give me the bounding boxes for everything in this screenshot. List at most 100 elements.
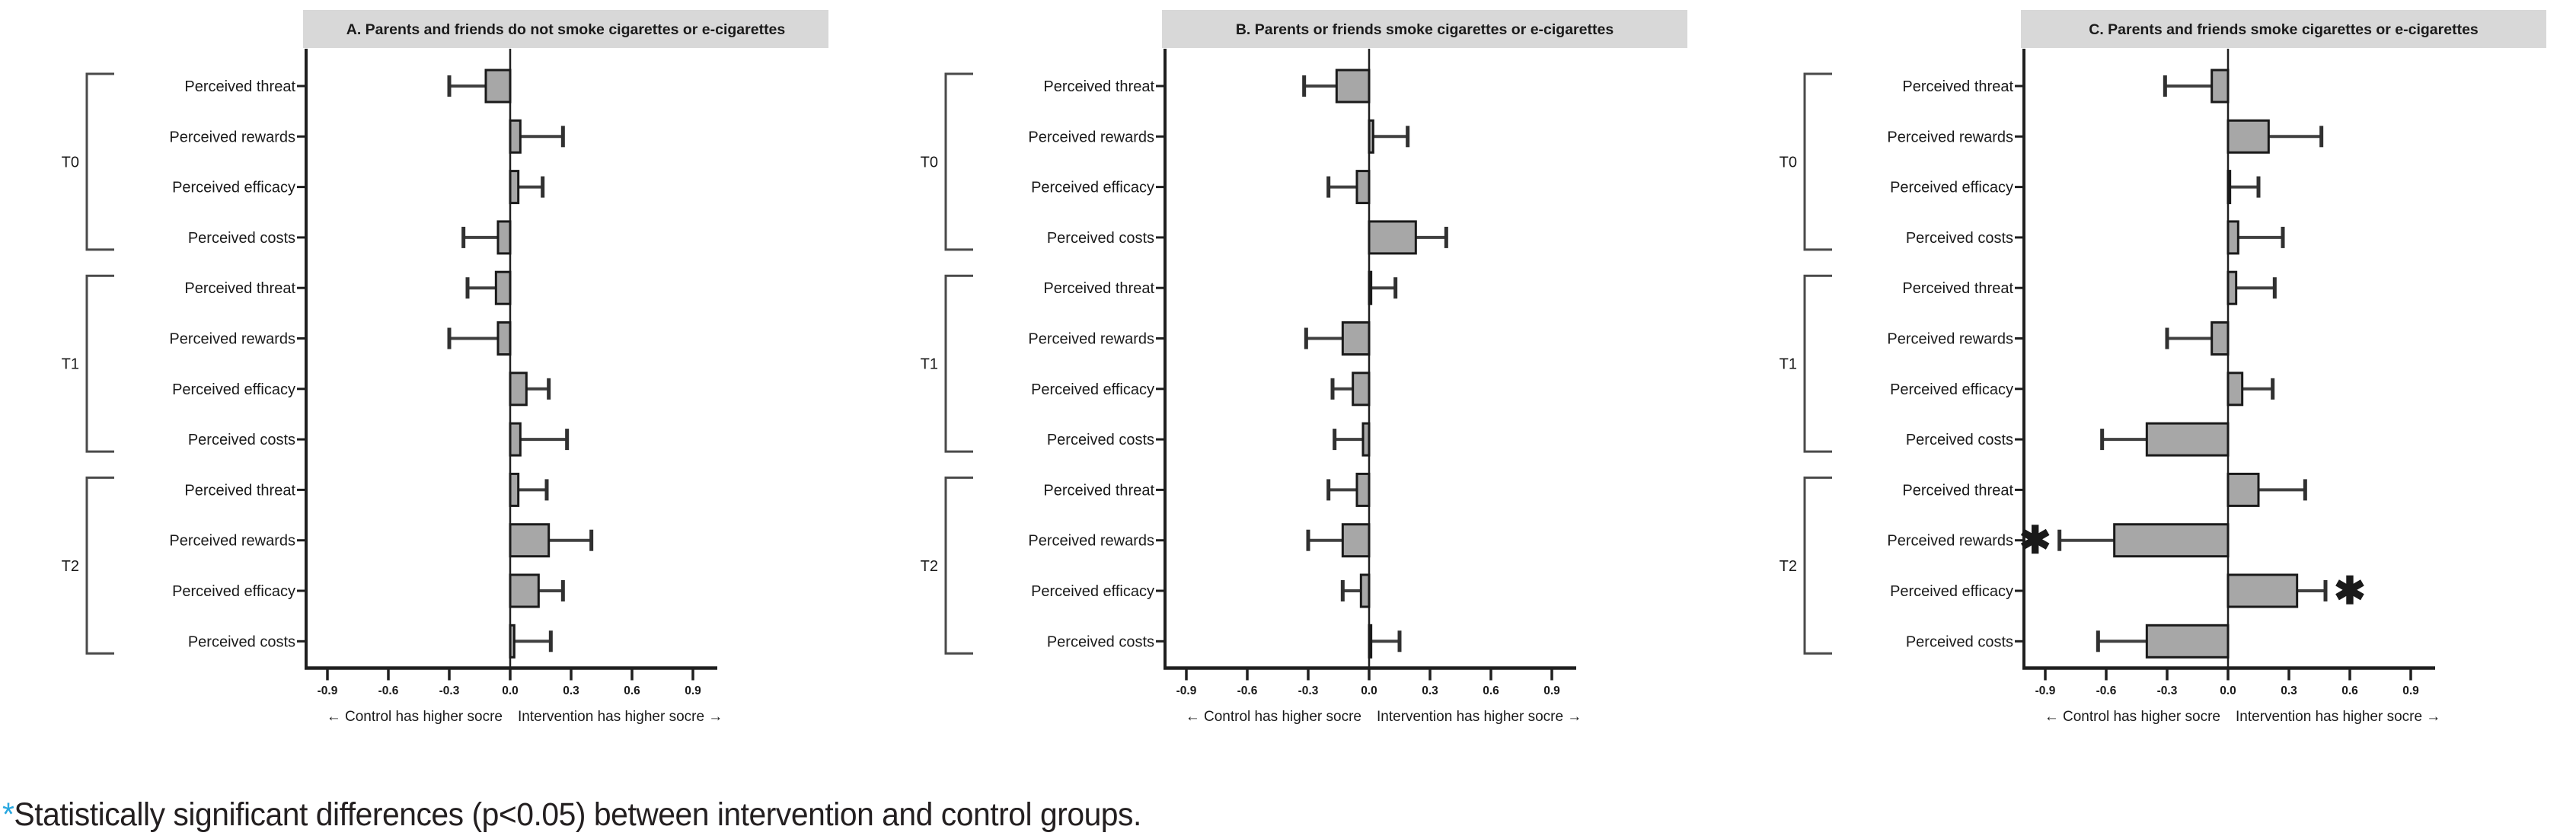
panel-b: B. Parents or friends smoke cigarettes o… <box>859 0 1718 755</box>
category-label: Perceived costs <box>1906 432 2013 448</box>
category-label: Perceived rewards <box>1028 533 1154 550</box>
category-label: Perceived efficacy <box>1890 381 2013 398</box>
group-label: T1 <box>1780 356 1797 373</box>
category-label: Perceived costs <box>1906 633 2013 650</box>
group-bracket <box>85 476 114 655</box>
bar <box>509 119 522 154</box>
category-label: Perceived threat <box>1902 78 2013 95</box>
group-bracket <box>944 476 973 655</box>
panel-chart-svg: C. Parents and friends smoke cigarettes … <box>1780 10 2546 725</box>
bar <box>494 270 512 305</box>
x-tick-label: 0.6 <box>2341 684 2358 697</box>
x-tick-label: 0.3 <box>2281 684 2297 697</box>
bar <box>2226 472 2260 507</box>
bar <box>2211 69 2230 104</box>
panel-chart-svg: B. Parents or friends smoke cigarettes o… <box>921 10 1687 725</box>
x-tick-label: -0.6 <box>2096 684 2117 697</box>
category-label: Perceived costs <box>1047 633 1154 650</box>
category-label: Perceived threat <box>184 280 295 297</box>
group-label: T2 <box>1780 558 1797 575</box>
category-label: Perceived rewards <box>1887 533 2013 550</box>
x-tick-label: -0.6 <box>1237 684 1258 697</box>
x-tick-label: 0.0 <box>2220 684 2236 697</box>
group-bracket <box>1803 274 1832 453</box>
group-label: T0 <box>921 154 938 171</box>
bar <box>1341 321 1371 356</box>
bar <box>1341 523 1371 558</box>
x-tick-label: -0.9 <box>2035 684 2056 697</box>
significance-star: ✱ <box>2019 519 2051 562</box>
bar <box>2226 573 2299 608</box>
x-tick-label: 0.3 <box>563 684 579 697</box>
category-label: Perceived efficacy <box>1890 180 2013 196</box>
panel-title-box <box>303 10 828 48</box>
group-bracket <box>1803 72 1832 251</box>
category-label: Perceived threat <box>1043 280 1154 297</box>
x-tick-label: -0.9 <box>1176 684 1197 697</box>
category-label: Perceived efficacy <box>1031 583 1154 600</box>
group-label: T1 <box>62 356 79 373</box>
panel-a: A. Parents and friends do not smoke ciga… <box>0 0 859 755</box>
x-tick-label: 0.6 <box>1483 684 1499 697</box>
direction-label-control: ← Control has higher socre <box>327 709 503 725</box>
panel-title-box <box>1162 10 1687 48</box>
bar <box>1355 472 1371 507</box>
direction-label-control: ← Control has higher socre <box>2045 709 2220 725</box>
group-bracket <box>944 72 973 251</box>
panel-title-box <box>2021 10 2546 48</box>
bar <box>509 624 516 659</box>
category-label: Perceived rewards <box>1028 331 1154 348</box>
panel-title: B. Parents or friends smoke cigarettes o… <box>1236 21 1614 38</box>
bar <box>1368 624 1373 659</box>
bar <box>484 69 512 104</box>
bar <box>1361 422 1371 457</box>
bar <box>1368 220 1417 255</box>
category-label: Perceived rewards <box>1028 129 1154 145</box>
group-bracket <box>85 72 114 251</box>
group-label: T2 <box>62 558 79 575</box>
bar <box>1359 573 1371 608</box>
x-tick-label: 0.9 <box>2402 684 2419 697</box>
category-label: Perceived threat <box>1043 482 1154 499</box>
bar <box>1368 270 1373 305</box>
category-label: Perceived efficacy <box>172 180 295 196</box>
x-tick-label: 0.0 <box>502 684 519 697</box>
x-tick-label: 0.0 <box>1361 684 1377 697</box>
footnote-text: Statistically significant differences (p… <box>14 796 1141 833</box>
group-label: T0 <box>1780 154 1797 171</box>
bar <box>509 170 520 205</box>
footnote-asterisk: * <box>2 796 14 833</box>
category-label: Perceived costs <box>1047 432 1154 448</box>
x-tick-label: 0.9 <box>685 684 701 697</box>
direction-label-intervention: Intervention has higher socre → <box>2236 709 2440 725</box>
direction-label-intervention: Intervention has higher socre → <box>518 709 723 725</box>
group-label: T0 <box>62 154 79 171</box>
category-label: Perceived threat <box>1902 280 2013 297</box>
x-tick-label: 0.3 <box>1422 684 1438 697</box>
bar <box>2145 422 2230 457</box>
category-label: Perceived rewards <box>1887 331 2013 348</box>
bar <box>509 472 520 507</box>
group-label: T1 <box>921 356 938 373</box>
group-label: T2 <box>921 558 938 575</box>
bar <box>2226 270 2238 305</box>
bar <box>2211 321 2230 356</box>
bar <box>509 523 551 558</box>
bar <box>509 422 522 457</box>
category-label: Perceived efficacy <box>1031 180 1154 196</box>
category-label: Perceived efficacy <box>172 381 295 398</box>
x-tick-label: 0.9 <box>1543 684 1560 697</box>
category-label: Perceived costs <box>188 633 295 650</box>
bar <box>2226 372 2244 407</box>
panel-c: C. Parents and friends smoke cigarettes … <box>1718 0 2576 755</box>
category-label: Perceived threat <box>184 482 295 499</box>
category-label: Perceived costs <box>188 432 295 448</box>
bar <box>2113 523 2230 558</box>
category-label: Perceived threat <box>1902 482 2013 499</box>
category-label: Perceived efficacy <box>1031 381 1154 398</box>
category-label: Perceived efficacy <box>1890 583 2013 600</box>
category-label: Perceived threat <box>184 78 295 95</box>
panel-title: C. Parents and friends smoke cigarettes … <box>2089 21 2479 38</box>
x-tick-label: -0.3 <box>1298 684 1319 697</box>
